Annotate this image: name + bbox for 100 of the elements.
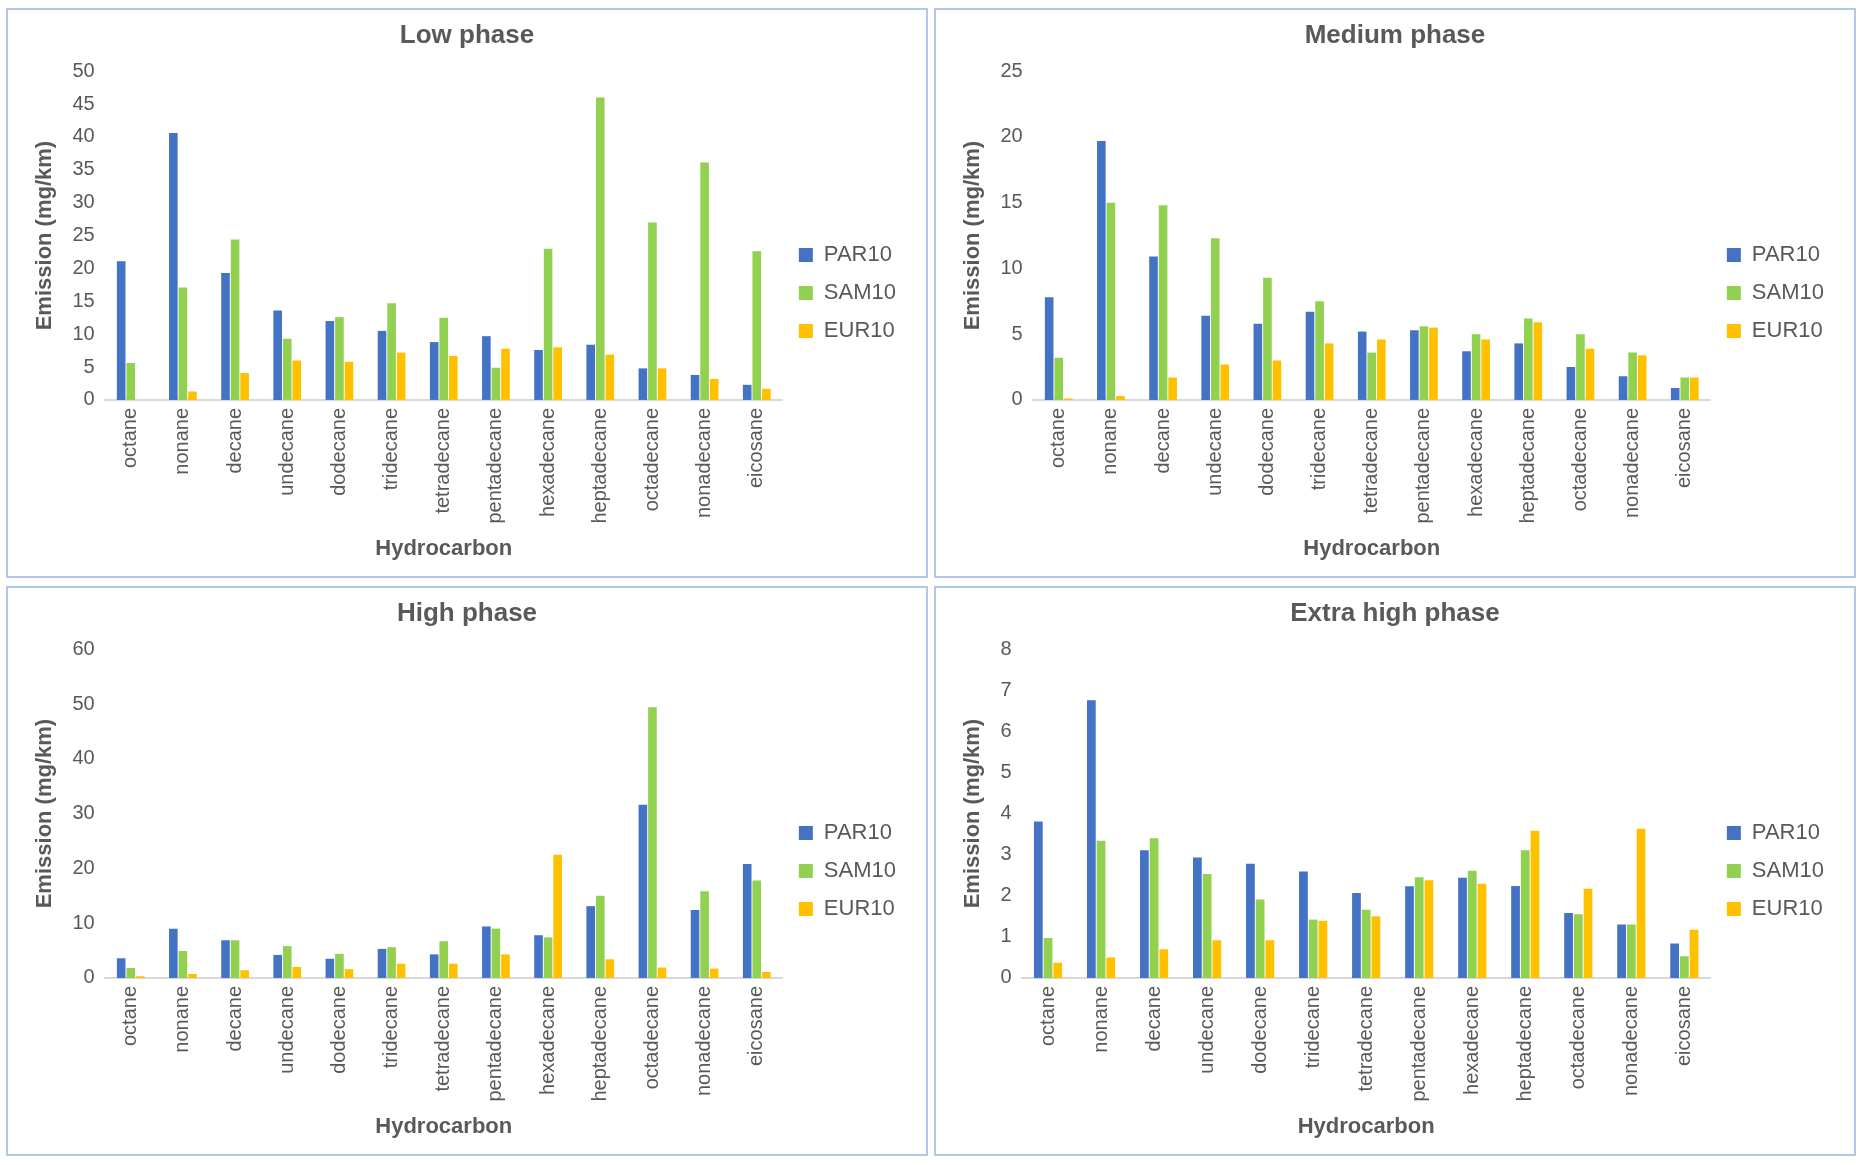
bar (700, 891, 709, 978)
chart-title: Medium phase (1304, 18, 1486, 49)
y-tick-label: 0 (1011, 387, 1023, 410)
x-tick-label: nonadecane (1620, 407, 1643, 519)
bar (221, 940, 230, 978)
bar (377, 330, 387, 400)
x-axis-title: Hydrocarbon (1297, 1112, 1435, 1138)
bar (429, 342, 439, 400)
bar (595, 97, 605, 400)
x-tick-label: dodecane (326, 985, 349, 1074)
x-tick-label: tetradecane (431, 407, 454, 514)
y-axis-title: Emission (mg/km) (31, 140, 57, 331)
bar (1324, 343, 1334, 400)
bar (240, 372, 249, 400)
y-tick-label: 7 (1000, 677, 1012, 700)
x-tick-label: tetradecane (431, 985, 454, 1092)
bar (292, 360, 302, 400)
y-tick-label: 20 (72, 855, 95, 878)
x-axis-title: Hydrocarbon (375, 1112, 513, 1138)
bar (1481, 339, 1490, 400)
legend-label: SAM10 (823, 279, 897, 305)
bar (762, 388, 771, 400)
bar (1096, 840, 1106, 978)
bar (273, 310, 282, 400)
bar (344, 361, 354, 400)
y-axis-title: Emission (mg/km) (959, 140, 985, 331)
bar (700, 162, 709, 400)
x-tick-label: decane (1141, 985, 1164, 1052)
x-tick-label: tetradecane (1353, 985, 1376, 1092)
bar (1617, 924, 1626, 978)
bar (638, 368, 648, 400)
bar (1626, 924, 1636, 978)
bar (240, 970, 249, 978)
legend-label: EUR10 (823, 317, 895, 343)
x-tick-label: tetradecane (1359, 407, 1382, 514)
y-tick-label: 20 (72, 255, 95, 278)
bar (1471, 334, 1481, 400)
bar (1044, 297, 1054, 400)
legend-label: PAR10 (1751, 819, 1820, 845)
bar (221, 273, 230, 400)
y-tick-label: 5 (1000, 759, 1012, 782)
x-tick-label: hexadecane (535, 407, 558, 517)
bar (690, 910, 700, 978)
x-tick-label: nonane (1098, 407, 1121, 475)
bar (188, 391, 197, 400)
bar (344, 969, 354, 978)
bar (534, 935, 543, 978)
bar (387, 947, 396, 978)
bar (1305, 311, 1315, 400)
bar (586, 906, 595, 978)
bar (1514, 343, 1523, 400)
bar (178, 951, 188, 978)
x-tick-label: decane (222, 985, 245, 1052)
bar (1680, 377, 1690, 400)
bar (335, 953, 344, 978)
bar (188, 974, 197, 978)
bar (1106, 957, 1116, 978)
bar (1371, 916, 1381, 978)
bar (1263, 277, 1272, 400)
legend-label: EUR10 (823, 895, 895, 921)
x-tick-label: undecane (274, 407, 297, 496)
bar (742, 863, 752, 978)
bar (1265, 940, 1275, 978)
bar (1429, 327, 1438, 400)
bar (709, 968, 719, 978)
bar (648, 707, 657, 978)
bar (1690, 377, 1699, 400)
x-tick-label: octane (1046, 407, 1069, 468)
bar (1299, 871, 1308, 978)
bar (605, 354, 615, 400)
bar (501, 348, 510, 400)
legend-label: EUR10 (1751, 317, 1823, 343)
bar (292, 966, 302, 978)
x-tick-label: nonane (170, 407, 193, 475)
x-tick-label: dodecane (326, 407, 349, 496)
bar (396, 963, 406, 978)
bar (1149, 838, 1159, 978)
bar (1636, 828, 1646, 978)
bar (1168, 377, 1177, 400)
bar (325, 958, 335, 978)
bar (1462, 351, 1471, 400)
legend-label: PAR10 (823, 241, 892, 267)
x-tick-label: decane (222, 407, 245, 474)
y-tick-label: 5 (1011, 321, 1023, 344)
bar (1053, 962, 1063, 978)
y-tick-label: 25 (1000, 58, 1023, 81)
bar (126, 363, 136, 400)
bar (1255, 899, 1265, 978)
y-tick-label: 2 (1000, 883, 1012, 906)
bar (1618, 376, 1628, 400)
bar (501, 954, 510, 978)
y-tick-label: 5 (83, 354, 95, 377)
bar (1149, 256, 1158, 400)
y-tick-label: 8 (1000, 636, 1012, 659)
x-tick-label: undecane (1194, 985, 1217, 1074)
bar (1106, 202, 1116, 400)
y-axis-title: Emission (mg/km) (31, 718, 57, 909)
y-tick-label: 10 (72, 321, 95, 344)
bar (1054, 357, 1064, 400)
bar (449, 355, 458, 400)
